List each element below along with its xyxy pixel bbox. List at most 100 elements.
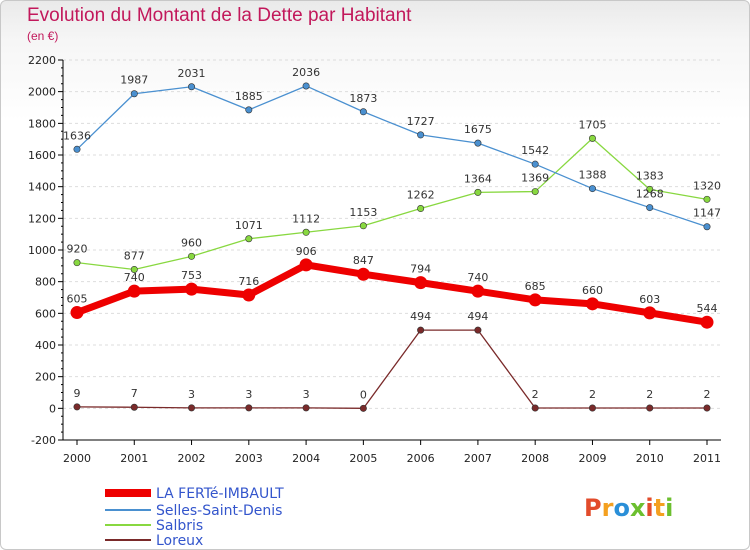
data-point bbox=[188, 252, 196, 260]
data-label: 544 bbox=[697, 302, 718, 315]
x-tick-label: 2004 bbox=[292, 452, 320, 465]
data-label: 1388 bbox=[578, 169, 606, 182]
data-point bbox=[646, 204, 654, 212]
data-point bbox=[73, 403, 81, 411]
data-label: 753 bbox=[181, 269, 202, 282]
y-tick-label: 2200 bbox=[28, 54, 56, 67]
series-line bbox=[75, 261, 708, 326]
y-tick-label: 200 bbox=[35, 371, 56, 384]
data-point bbox=[528, 293, 542, 307]
data-point bbox=[359, 108, 367, 116]
y-tick-label: 1400 bbox=[28, 181, 56, 194]
data-label: 1364 bbox=[464, 172, 492, 185]
data-label: 960 bbox=[181, 236, 202, 249]
data-point bbox=[585, 297, 599, 311]
data-label: 494 bbox=[467, 310, 488, 323]
data-point bbox=[127, 284, 141, 298]
x-tick-label: 2008 bbox=[521, 452, 549, 465]
data-point bbox=[417, 326, 425, 334]
data-label: 716 bbox=[238, 275, 259, 288]
data-label: 2 bbox=[532, 388, 539, 401]
data-label: 1369 bbox=[521, 172, 549, 185]
data-label: 1636 bbox=[63, 129, 91, 142]
data-point bbox=[73, 145, 81, 153]
y-tick-label: 1200 bbox=[28, 212, 56, 225]
data-point bbox=[245, 404, 253, 412]
data-label: 685 bbox=[525, 280, 546, 293]
y-tick-label: 1600 bbox=[28, 149, 56, 162]
data-point bbox=[302, 228, 310, 236]
y-tick-label: 1000 bbox=[28, 244, 56, 257]
data-point bbox=[646, 404, 654, 412]
data-point bbox=[531, 404, 539, 412]
data-label: 1262 bbox=[407, 189, 435, 202]
data-label: 1320 bbox=[693, 179, 721, 192]
data-point bbox=[73, 259, 81, 267]
data-point bbox=[188, 83, 196, 91]
data-label: 1268 bbox=[636, 188, 664, 201]
chart-title: Evolution du Montant de la Dette par Hab… bbox=[27, 5, 412, 26]
data-point bbox=[70, 306, 84, 320]
data-label: 920 bbox=[67, 243, 88, 256]
data-label: 2 bbox=[704, 388, 711, 401]
data-point bbox=[130, 90, 138, 98]
data-point bbox=[417, 131, 425, 139]
data-label: 494 bbox=[410, 310, 431, 323]
data-label: 1383 bbox=[636, 169, 664, 182]
data-label: 1147 bbox=[693, 207, 721, 220]
data-label: 740 bbox=[124, 271, 145, 284]
data-label: 0 bbox=[360, 388, 367, 401]
data-label: 794 bbox=[410, 263, 431, 276]
data-label: 1873 bbox=[349, 92, 377, 105]
data-point bbox=[245, 235, 253, 243]
data-point bbox=[359, 222, 367, 230]
data-point bbox=[359, 404, 367, 412]
data-point bbox=[588, 185, 596, 193]
y-tick-label: 800 bbox=[35, 276, 56, 289]
data-point bbox=[703, 404, 711, 412]
data-point bbox=[646, 185, 654, 193]
data-point bbox=[531, 160, 539, 168]
data-point bbox=[242, 288, 256, 302]
data-label: 603 bbox=[639, 293, 660, 306]
series-line bbox=[76, 137, 708, 271]
y-tick-label: 600 bbox=[35, 307, 56, 320]
y-tick-label: 400 bbox=[35, 339, 56, 352]
legend-label: Salbris bbox=[156, 518, 203, 534]
data-point bbox=[299, 258, 313, 272]
data-label: 1727 bbox=[407, 115, 435, 128]
data-label: 1112 bbox=[292, 212, 320, 225]
x-tick-label: 2006 bbox=[407, 452, 435, 465]
data-label: 9 bbox=[74, 387, 81, 400]
data-label: 1071 bbox=[235, 219, 263, 232]
data-point bbox=[588, 134, 596, 142]
data-label: 605 bbox=[67, 293, 88, 306]
data-label: 1153 bbox=[349, 206, 377, 219]
data-point bbox=[474, 326, 482, 334]
data-label: 2036 bbox=[292, 66, 320, 79]
x-tick-label: 2007 bbox=[464, 452, 492, 465]
y-tick-label: -200 bbox=[31, 434, 56, 447]
data-point bbox=[302, 82, 310, 90]
data-label: 2031 bbox=[178, 67, 206, 80]
data-point bbox=[130, 265, 138, 273]
series-line bbox=[76, 329, 707, 409]
x-tick-label: 2001 bbox=[120, 452, 148, 465]
data-label: 1542 bbox=[521, 144, 549, 157]
data-point bbox=[531, 188, 539, 196]
data-label: 2 bbox=[646, 388, 653, 401]
legend-label: Selles-Saint-Denis bbox=[156, 503, 282, 519]
data-label: 906 bbox=[296, 245, 317, 258]
data-point bbox=[588, 404, 596, 412]
data-point bbox=[471, 284, 485, 298]
data-label: 660 bbox=[582, 284, 603, 297]
data-label: 3 bbox=[245, 388, 252, 401]
data-label: 3 bbox=[303, 388, 310, 401]
x-tick-label: 2000 bbox=[63, 452, 91, 465]
data-label: 1675 bbox=[464, 123, 492, 136]
series-line bbox=[76, 85, 708, 228]
data-label: 7 bbox=[131, 387, 138, 400]
x-tick-label: 2005 bbox=[349, 452, 377, 465]
data-label: 877 bbox=[124, 249, 145, 262]
